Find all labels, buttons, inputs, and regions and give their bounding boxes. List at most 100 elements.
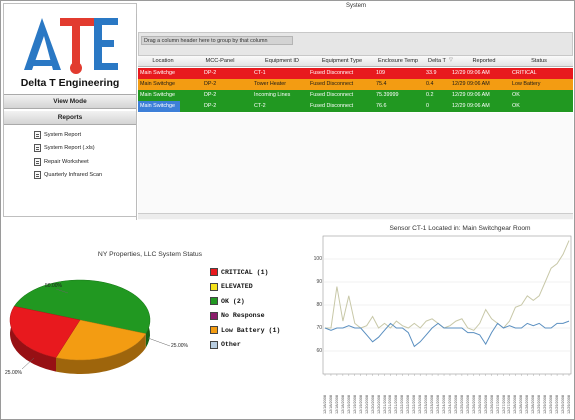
x-tick-label: 12/25/2008 [453, 394, 458, 414]
x-tick-label: 12/26/2008 [477, 394, 482, 414]
x-tick-label: 12/27/2008 [495, 394, 500, 414]
report-item-label: System Report [44, 131, 81, 138]
report-item-system-report[interactable]: System Report [34, 128, 102, 142]
pie-slice-critical [9, 306, 81, 358]
legend-item-ok: OK (2) [210, 294, 305, 309]
x-tick-label: 12/29/2008 [561, 394, 566, 414]
horizontal-scrollbar[interactable] [138, 213, 573, 219]
x-tick-label: 12/18/2008 [323, 394, 327, 414]
cell-enclosure-temp: 75.39999 [376, 92, 399, 98]
cell-status: Low Battery [512, 81, 541, 87]
brand-name: Delta T Engineering [20, 77, 120, 89]
cell-location-selected[interactable]: Main Switchge [138, 101, 180, 112]
column-header-location[interactable]: Location [152, 58, 174, 64]
column-header-status[interactable]: Status [531, 58, 547, 64]
view-mode-header[interactable]: View Mode [4, 94, 136, 109]
x-tick-label: 12/18/2008 [328, 394, 333, 414]
table-row[interactable]: Main Switchge DP-2 CT-2 Fused Disconnect… [138, 101, 573, 112]
cell-reported: 12/29 09:06 AM [452, 103, 490, 109]
cell-equipment-type: Fused Disconnect [310, 81, 354, 87]
grid-empty-area [138, 113, 573, 220]
pie-slice-side [10, 306, 56, 372]
cell-equipment-id: CT-1 [254, 70, 266, 76]
report-item-quarterly-infrared-scan[interactable]: Quarterly Infrared Scan [34, 169, 102, 183]
cell-equipment-id: Tower Heater [254, 81, 287, 87]
cell-equipment-type: Fused Disconnect [310, 92, 354, 98]
cell-location: Main Switchge [140, 92, 176, 98]
x-tick-label: 12/29/2008 [567, 394, 571, 414]
column-header-reported[interactable]: Reported [472, 58, 496, 64]
x-tick-label: 12/19/2008 [358, 394, 363, 414]
legend-item-low-battery: Low Battery (1) [210, 323, 305, 338]
group-by-bar[interactable]: Drag a column header here to group by th… [138, 32, 573, 56]
x-tick-label: 12/23/2008 [424, 394, 429, 414]
x-tick-label: 12/24/2008 [447, 394, 452, 414]
legend-swatch [210, 340, 218, 349]
x-tick-label: 12/22/2008 [400, 394, 405, 414]
cell-equipment-id: Incoming Lines [254, 92, 291, 98]
cell-status: OK [512, 92, 520, 98]
x-tick-label: 12/27/2008 [507, 394, 512, 414]
table-row[interactable]: Main Switchge DP-2 CT-1 Fused Disconnect… [138, 68, 573, 79]
pie-slice-low_battery [55, 319, 147, 361]
legend-swatch [210, 311, 218, 320]
x-tick-label: 12/20/2008 [376, 394, 381, 414]
legend-label: OK (2) [221, 297, 245, 305]
line-chart-panel: Sensor CT-1 Located in: Main Switchgear … [305, 222, 575, 420]
table-row[interactable]: Main Switchge DP-2 Incoming Lines Fused … [138, 90, 573, 101]
x-tick-label: 12/18/2008 [340, 394, 345, 414]
line-chart-title: Sensor CT-1 Located in: Main Switchgear … [389, 225, 531, 232]
pie-legend: CRITICAL (1) ELEVATED OK (2) No Response… [210, 265, 305, 352]
y-tick-label: 60 [316, 348, 322, 354]
x-tick-label: 12/28/2008 [519, 394, 524, 414]
cell-delta-t: 0.4 [426, 81, 434, 87]
x-tick-label: 12/29/2008 [549, 394, 554, 414]
x-tick-label: 12/23/2008 [430, 394, 435, 414]
pie-chart [9, 279, 171, 374]
series-line-2 [324, 320, 570, 348]
x-tick-label: 12/19/2008 [352, 394, 357, 414]
column-header-delta-t[interactable]: Delta T [428, 58, 446, 64]
document-icon [34, 144, 41, 153]
x-tick-label: 12/24/2008 [436, 394, 441, 414]
column-header-equipment-type[interactable]: Equipment Type [321, 58, 363, 64]
group-by-hint: Drag a column header here to group by th… [141, 36, 293, 45]
x-tick-label: 12/21/2008 [388, 394, 393, 414]
column-header-mcc-panel[interactable]: MCC-Panel [205, 58, 235, 64]
report-item-repair-worksheet[interactable]: Repair Worksheet [34, 155, 102, 169]
cell-reported: 12/29 09:06 AM [452, 70, 490, 76]
x-tick-label: 12/24/2008 [442, 394, 447, 414]
document-icon [34, 157, 41, 166]
y-tick-label: 100 [313, 256, 322, 262]
x-tick-label: 12/29/2008 [555, 394, 560, 414]
slice-label-critical: 25.00% [5, 370, 22, 376]
pie-slice-ok [13, 279, 151, 334]
line-chart [322, 235, 572, 376]
cell-equipment-type: Fused Disconnect [310, 70, 354, 76]
cell-location: Main Switchge [140, 70, 176, 76]
series-line-1 [325, 240, 570, 331]
cell-mcc-panel: DP-2 [204, 103, 217, 109]
y-tick-label: 70 [316, 325, 322, 331]
cell-delta-t: 0 [426, 103, 429, 109]
legend-item-elevated: ELEVATED [210, 280, 305, 295]
cell-equipment-type: Fused Disconnect [310, 103, 354, 109]
slice-label-low-battery: 25.00% [171, 343, 188, 349]
y-tick-label: 80 [316, 302, 322, 308]
report-item-system-report-xls[interactable]: System Report (.xls) [34, 142, 102, 156]
pie-slice-side [56, 333, 146, 374]
slice-label-ok: 50.00% [45, 283, 62, 289]
x-tick-label: 12/25/2008 [459, 394, 464, 414]
x-tick-label: 12/29/2008 [543, 394, 548, 414]
delta-t-logo [24, 18, 118, 74]
column-header-enclosure-temp[interactable]: Enclosure Temp [377, 58, 418, 64]
x-tick-label: 12/21/2008 [394, 394, 399, 414]
x-tick-label: 12/26/2008 [471, 394, 476, 414]
x-tick-label: 12/21/2008 [382, 394, 387, 414]
column-header-equipment-id[interactable]: Equipment ID [265, 58, 299, 64]
filter-icon[interactable]: ▽ [449, 57, 453, 63]
table-row[interactable]: Main Switchge DP-2 Tower Heater Fused Di… [138, 79, 573, 90]
reports-header[interactable]: Reports [4, 111, 136, 125]
cell-enclosure-temp: 75.4 [376, 81, 387, 87]
y-tick-label: 90 [316, 279, 322, 285]
